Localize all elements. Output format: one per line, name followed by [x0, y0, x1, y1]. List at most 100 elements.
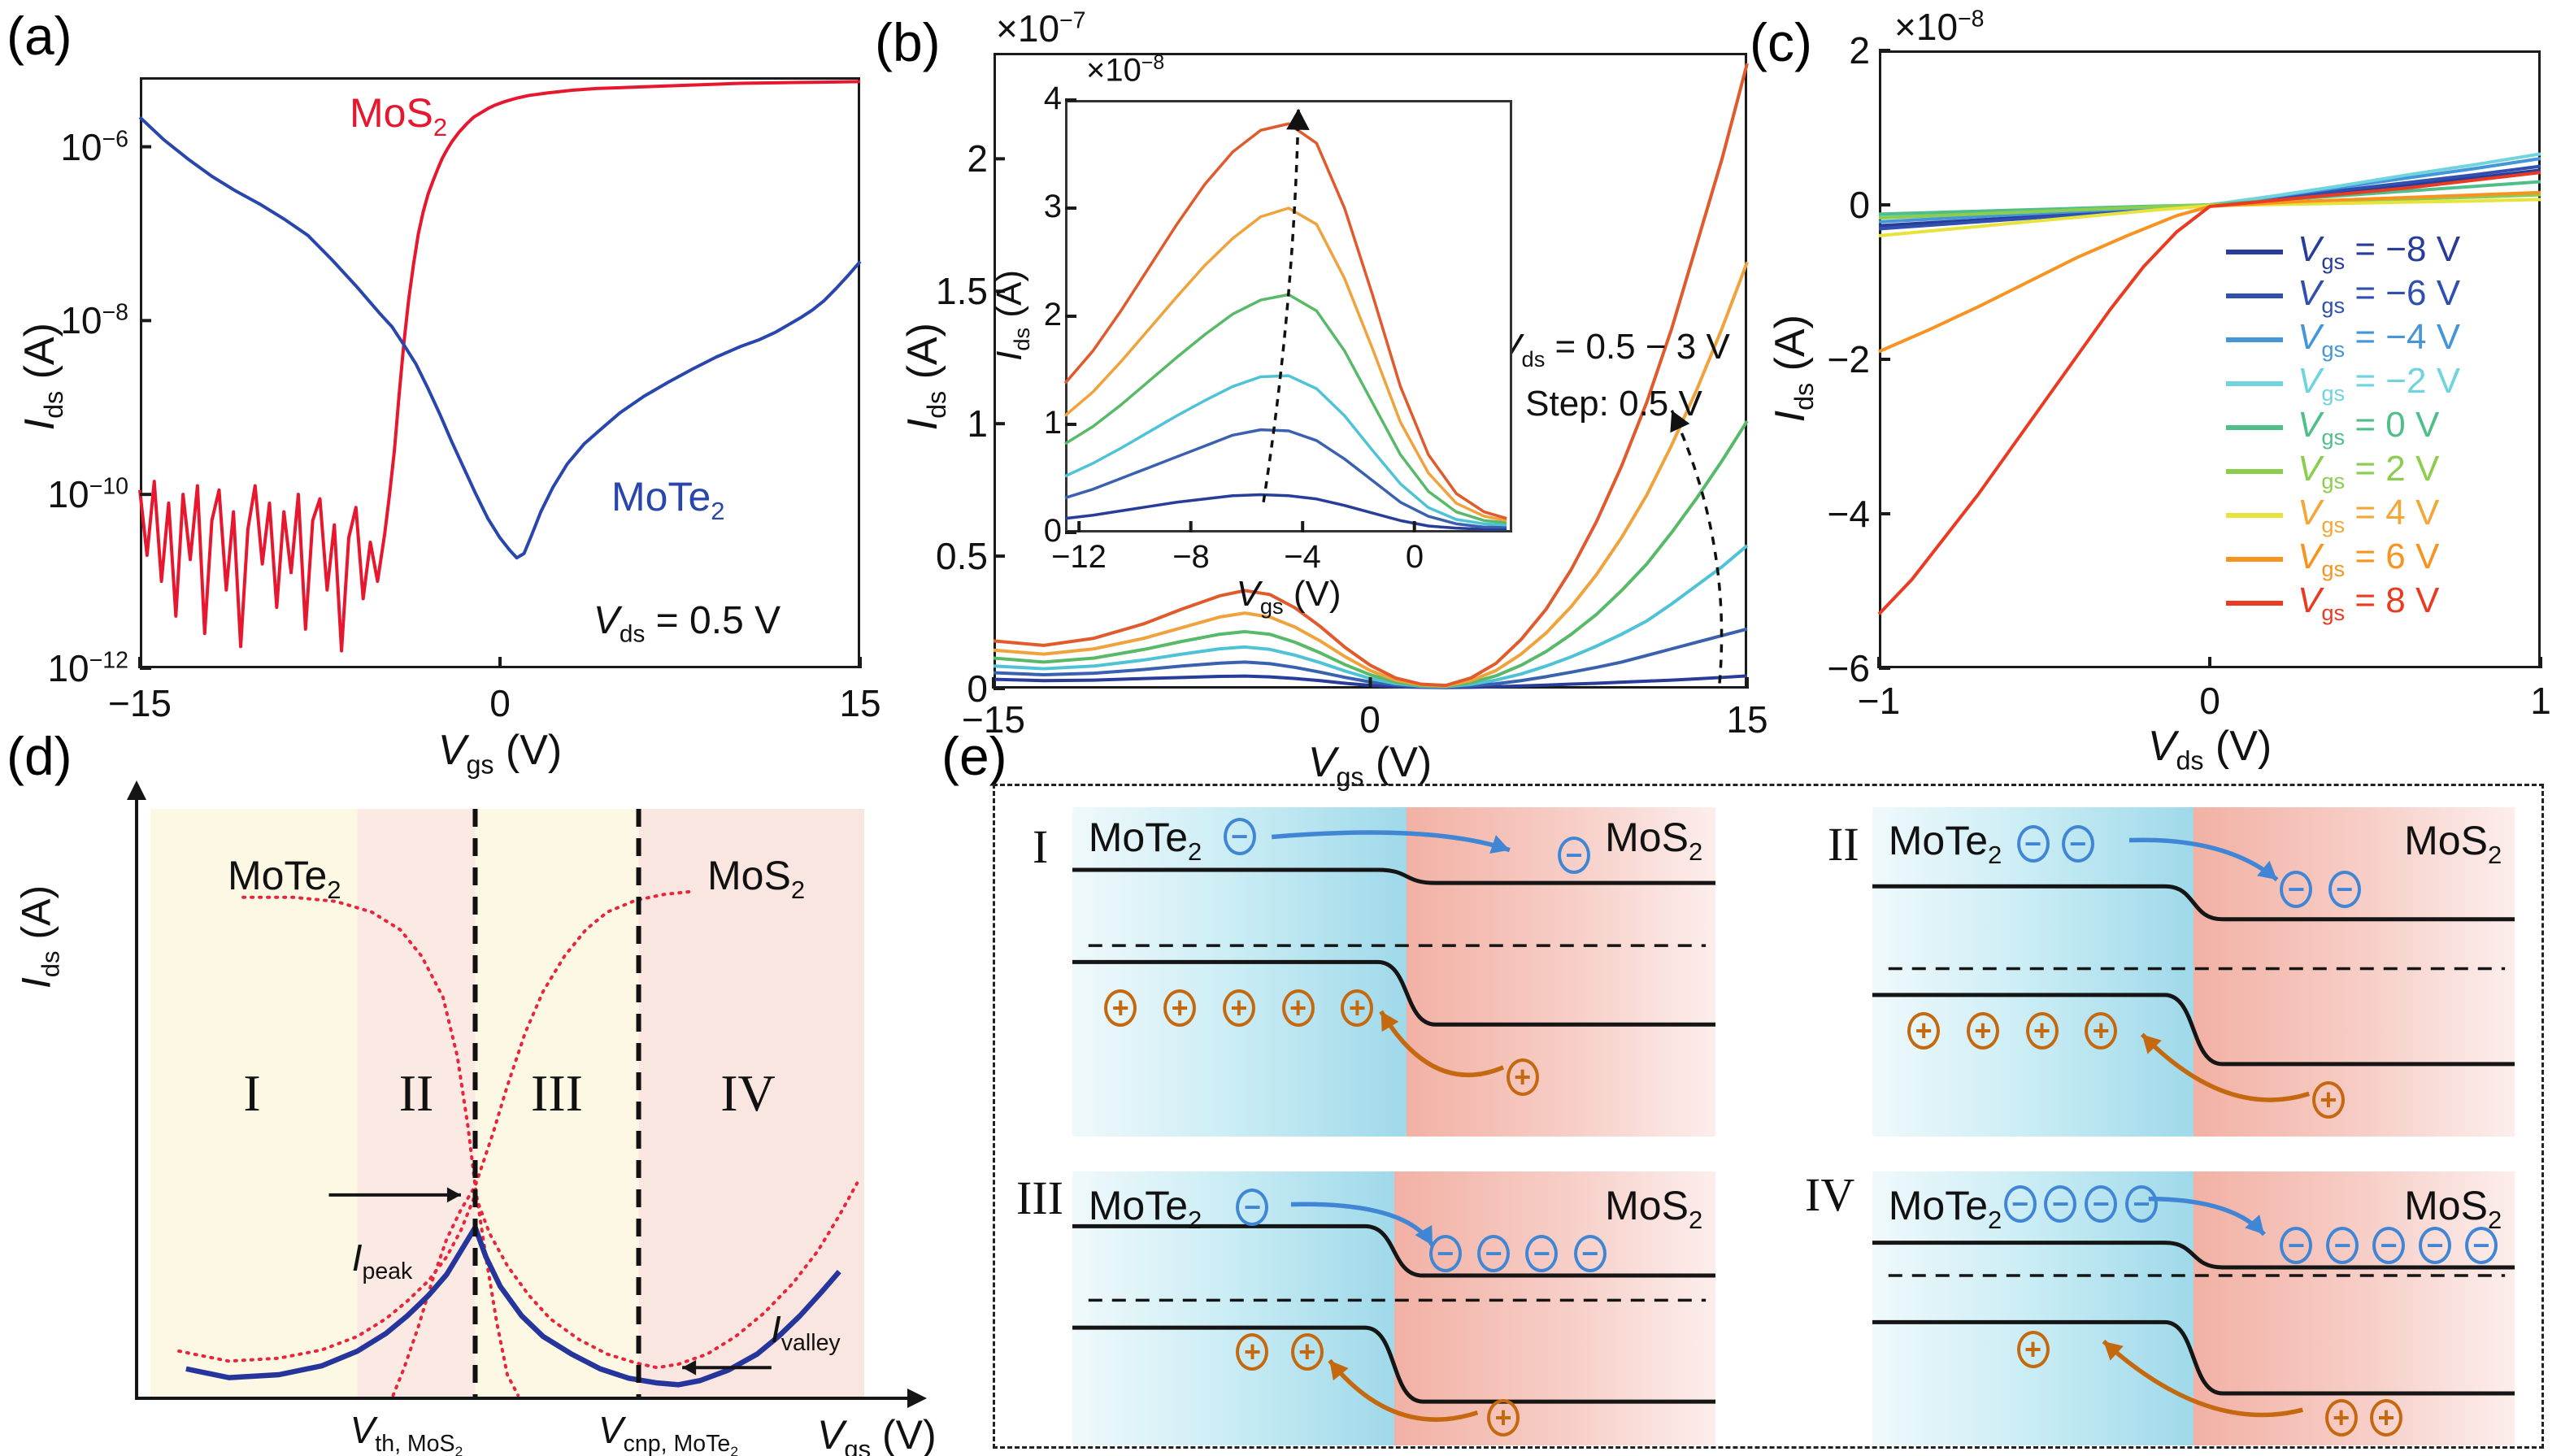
a-xtick-0: 0 [489, 682, 511, 724]
b-ytick-2: 2 [967, 137, 988, 180]
e-band-diagram-iii: MoTe2 MoS2− − − − − + + + [1072, 1171, 1715, 1445]
hole-icon: + [1163, 989, 1197, 1028]
c-legend-item: Vgs = 8 V [2226, 580, 2460, 625]
hole-icon: + [2324, 1399, 2358, 1437]
b-plot-canvas [992, 63, 1749, 690]
hole-icon: + [1281, 989, 1315, 1028]
a-plot-canvas [138, 80, 862, 670]
hole-icon: + [1486, 1399, 1520, 1437]
electron-icon: − [2328, 871, 2361, 909]
b-inset-ytick-3: 3 [1043, 189, 1062, 224]
electron-icon: − [2419, 1226, 2452, 1264]
c-legend-line-swatch [2226, 337, 2283, 342]
c-legend-item: Vgs = −2 V [2226, 361, 2461, 406]
c-legend-line-swatch [2226, 557, 2283, 562]
c-legend-label: Vgs = −2 V [2298, 361, 2461, 406]
b-inset-ytick-0: 0 [1043, 513, 1062, 549]
b-ytick-1: 1 [967, 402, 988, 445]
b-ytick-0: 0 [967, 667, 988, 710]
a-plot-frame [140, 77, 860, 668]
b-inset-y-label: Ids (A) [989, 269, 1034, 361]
a-mote2-curve-label: MoTe2 [611, 474, 725, 525]
e-band-diagram-ii: MoTe2 MoS2− − − − + + + + + [1872, 807, 2515, 1137]
panel-a-tag: (a) [7, 6, 72, 66]
e-numeral-iv: IV [1805, 1168, 1855, 1221]
electron-icon: − [2003, 1185, 2037, 1223]
e-numeral-i: I [1033, 820, 1049, 873]
b-y-multiplier: ×10−7 [996, 7, 1086, 50]
mos2-material-label: MoS2 [1605, 1183, 1703, 1235]
panel-e-band-diagrams: (e) I II III IV MoTe2 MoS2− − + + + + + + MoTe2 M… [935, 715, 2561, 1456]
c-legend-label: Vgs = 0 V [2298, 405, 2440, 450]
b-inset-canvas [1063, 98, 1507, 534]
mote2-material-label: MoTe2 [1888, 818, 2002, 870]
b-ytick-0p5: 0.5 [936, 535, 988, 577]
b-inset-ytick-2: 2 [1043, 297, 1062, 332]
b-xtick-m15: −15 [961, 698, 1026, 741]
c-legend-item: Vgs = −6 V [2226, 273, 2461, 318]
band-diagram-canvas [1872, 837, 2515, 1102]
mote2-region-background [1072, 1171, 1394, 1445]
e-band-diagram-i: MoTe2 MoS2− − + + + + + + [1072, 807, 1715, 1137]
b-y-axis-label: Ids (A) [898, 323, 952, 431]
d-x-axis-arrowhead [907, 1389, 927, 1408]
c-ytick-m2: −2 [1827, 338, 1870, 380]
b-xtick-0: 0 [1359, 698, 1381, 741]
electron-icon: − [2326, 1226, 2359, 1264]
hole-icon: + [1236, 1333, 1269, 1371]
b-inset-xtick-m8: −8 [1172, 539, 1210, 575]
c-ytick-2: 2 [1849, 29, 1870, 72]
c-legend-item: Vgs = −4 V [2226, 317, 2460, 362]
b-step-annotation: Step: 0.5 V [1525, 384, 1702, 424]
band-diagram-canvas [1872, 1196, 2515, 1418]
d-region-label-ii: II [398, 1064, 434, 1122]
c-xtick-m1: −1 [1857, 680, 1901, 722]
c-legend-line-swatch [2226, 469, 2283, 474]
mote2-material-label: MoTe2 [1888, 1183, 2002, 1235]
a-x-axis-label: Vgs (V) [437, 727, 563, 780]
c-x-axis-label: Vds (V) [2147, 723, 2272, 776]
c-legend-line-swatch [2226, 250, 2283, 254]
c-ytick-m4: −4 [1827, 493, 1870, 535]
c-plot-canvas [1877, 49, 2542, 670]
electron-icon: − [2125, 1185, 2158, 1223]
hole-icon: + [1506, 1058, 1539, 1097]
mos2-material-label: MoS2 [2404, 1183, 2502, 1235]
band-diagram-canvas [1072, 830, 1715, 1078]
a-ylabel-sym: I [15, 418, 63, 431]
c-ytick-m6: −6 [1827, 647, 1870, 689]
panel-c-tag: (c) [1750, 12, 1812, 72]
b-x-axis-label: Vgs (V) [1307, 739, 1433, 792]
c-legend-line-swatch [2226, 425, 2283, 430]
electron-icon: − [2372, 1226, 2406, 1264]
b-ytick-1p5: 1.5 [936, 270, 988, 312]
b-inset-multiplier: ×10−8 [1086, 52, 1165, 89]
panel-d-schematic: (d) Ids (A) MoTe2 MoS2 I II III IV Ipeak… [0, 715, 937, 1456]
b-inset-xtick-m12: −12 [1051, 539, 1107, 575]
c-legend-label: Vgs = 8 V [2298, 580, 2440, 625]
c-legend: Vgs = −8 V Vgs = −6 V Vgs = −4 V Vgs = −2 V… [2226, 229, 2461, 625]
c-legend-line-swatch [2226, 293, 2283, 298]
mos2-material-label: MoS2 [2404, 818, 2502, 870]
electron-icon: − [2061, 824, 2094, 863]
c-y-multiplier: ×10−8 [1894, 6, 1985, 48]
a-ylabel-sub: ds [39, 390, 69, 419]
a-ytick-1e-12: 10−12 [47, 647, 128, 689]
mos2-material-label: MoS2 [1605, 815, 1703, 867]
b-inset-xtick-m4: −4 [1284, 539, 1321, 575]
e-numeral-iii: III [1016, 1171, 1063, 1224]
c-legend-item: Vgs = 4 V [2226, 493, 2460, 537]
c-xtick-1: 1 [2530, 680, 2551, 722]
c-legend-label: Vgs = 6 V [2298, 537, 2440, 581]
hole-icon: + [1966, 1012, 1999, 1050]
d-x-axis-label: Vgs (V) [817, 1412, 937, 1456]
d-region-label-iii: III [531, 1064, 583, 1122]
c-legend-item: Vgs = 6 V [2226, 537, 2460, 581]
c-legend-label: Vgs = −6 V [2298, 273, 2461, 318]
panel-b-antiambipolar: (b) ×10−7 Ids (A) 2 1.5 1 0.5 0 Vds = 0.… [875, 0, 1768, 791]
e-band-diagram-iv: MoTe2 MoS2− − − − − − − − − + + + [1872, 1171, 2515, 1445]
panel-d-tag: (d) [7, 726, 72, 786]
b-inset-ytick-4: 4 [1043, 80, 1062, 116]
b-inset-x-label: Vgs (V) [1236, 574, 1341, 619]
e-numeral-ii: II [1828, 818, 1859, 871]
